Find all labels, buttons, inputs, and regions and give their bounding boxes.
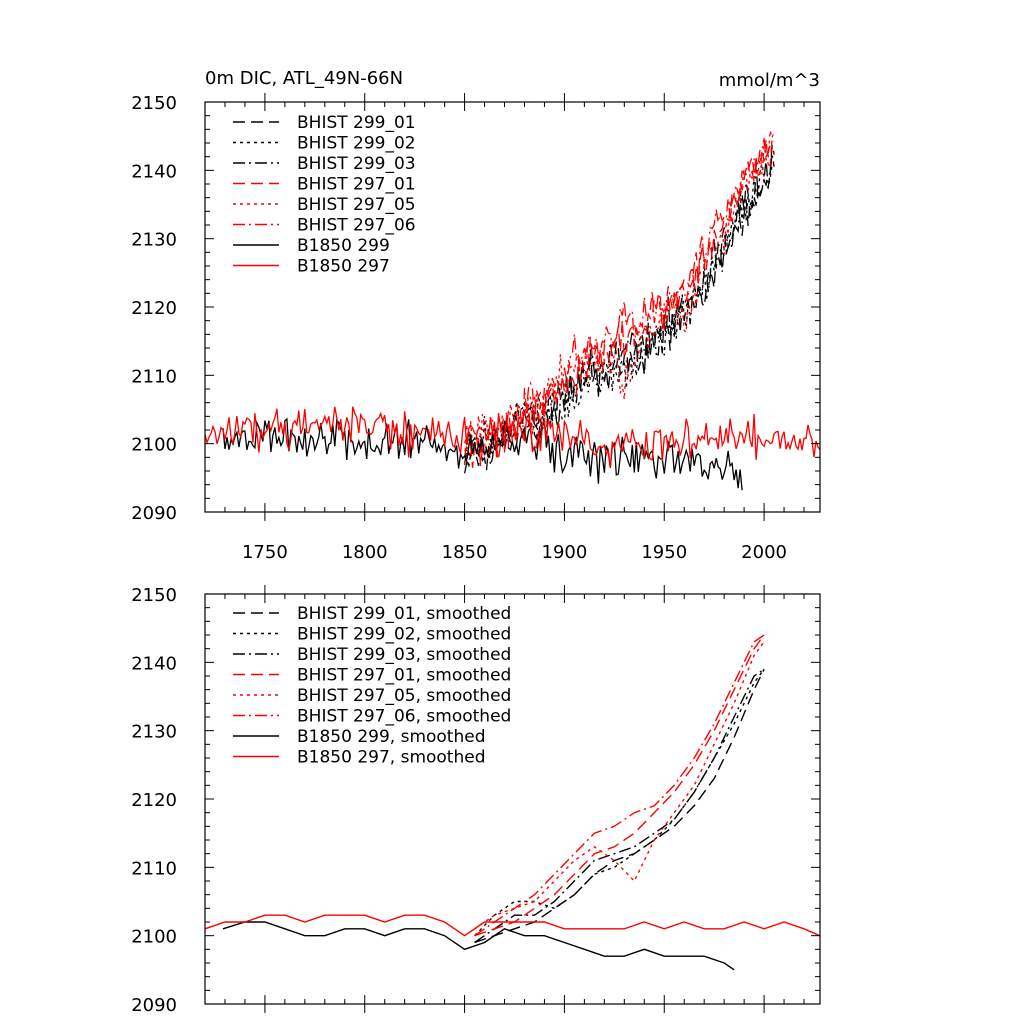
series-line <box>474 668 765 937</box>
series-line <box>463 144 775 474</box>
top-panel: 2090 2100 2110 2120 2130 2140 2150 1750 1800 1850… <box>131 93 821 563</box>
y-tick-label: 2100 <box>131 435 177 456</box>
legend-label: B1850 299, smoothed <box>297 727 486 747</box>
series-line <box>463 130 775 465</box>
y-tick-label: 2130 <box>131 230 177 251</box>
x-tick-label: 1750 <box>242 542 288 563</box>
legend-label: BHIST 299_01, smoothed <box>297 604 511 624</box>
y-tick-label: 2120 <box>131 790 177 811</box>
legend-label: BHIST 297_01 <box>297 175 416 195</box>
legend-label: BHIST 299_01 <box>297 113 416 133</box>
series-line <box>463 135 775 468</box>
bottom-panel: 2090 2100 2110 2120 2130 2140 2150 BHIST 299_01… <box>131 585 821 1016</box>
series-line <box>205 914 820 937</box>
chart-title: 0m DIC, ATL_49N-66N <box>205 68 403 89</box>
series-group <box>205 634 820 971</box>
x-tick-label: 2000 <box>741 542 787 563</box>
legend-label: BHIST 299_03, smoothed <box>297 645 511 665</box>
series-line <box>474 634 765 937</box>
series-line <box>474 641 765 930</box>
y-tick-label: 2140 <box>131 653 177 674</box>
series-line <box>205 406 820 469</box>
series-line <box>474 668 765 944</box>
legend-label: B1850 299 <box>297 236 390 256</box>
x-tick-label: 1900 <box>542 542 588 563</box>
x-tick-label: 1950 <box>641 542 687 563</box>
legend-label: BHIST 299_03 <box>297 154 416 174</box>
legend-label: B1850 297, smoothed <box>297 748 486 768</box>
series-line <box>222 921 735 971</box>
y-tick-label: 2120 <box>131 298 177 319</box>
y-tick-label: 2130 <box>131 722 177 743</box>
y-tick-label: 2090 <box>131 503 177 524</box>
series-group <box>205 130 820 491</box>
x-tick-label: 1800 <box>342 542 388 563</box>
y-tick-label: 2150 <box>131 93 177 114</box>
legend-label: BHIST 299_02 <box>297 134 416 154</box>
y-tick-label: 2150 <box>131 585 177 606</box>
legend-label: B1850 297 <box>297 257 390 277</box>
legend-label: BHIST 297_06 <box>297 216 416 236</box>
series-line <box>222 417 743 491</box>
legend-label: BHIST 299_02, smoothed <box>297 625 511 645</box>
y-tick-label: 2140 <box>131 161 177 182</box>
series-line <box>464 163 775 468</box>
y-tick-label: 2090 <box>131 995 177 1016</box>
y-tick-label: 2100 <box>131 927 177 948</box>
legend-label: BHIST 297_05 <box>297 195 416 215</box>
y-tick-label: 2110 <box>131 858 177 879</box>
legend-label: BHIST 297_01, smoothed <box>297 666 511 686</box>
series-line <box>463 153 775 466</box>
chart-units: mmol/m^3 <box>719 70 820 91</box>
legend-label: BHIST 297_06, smoothed <box>297 707 511 727</box>
legend-label: BHIST 297_05, smoothed <box>297 686 511 706</box>
x-tick-label: 1850 <box>442 542 488 563</box>
series-line <box>474 634 765 937</box>
y-tick-label: 2110 <box>131 366 177 387</box>
series-line <box>463 138 775 457</box>
